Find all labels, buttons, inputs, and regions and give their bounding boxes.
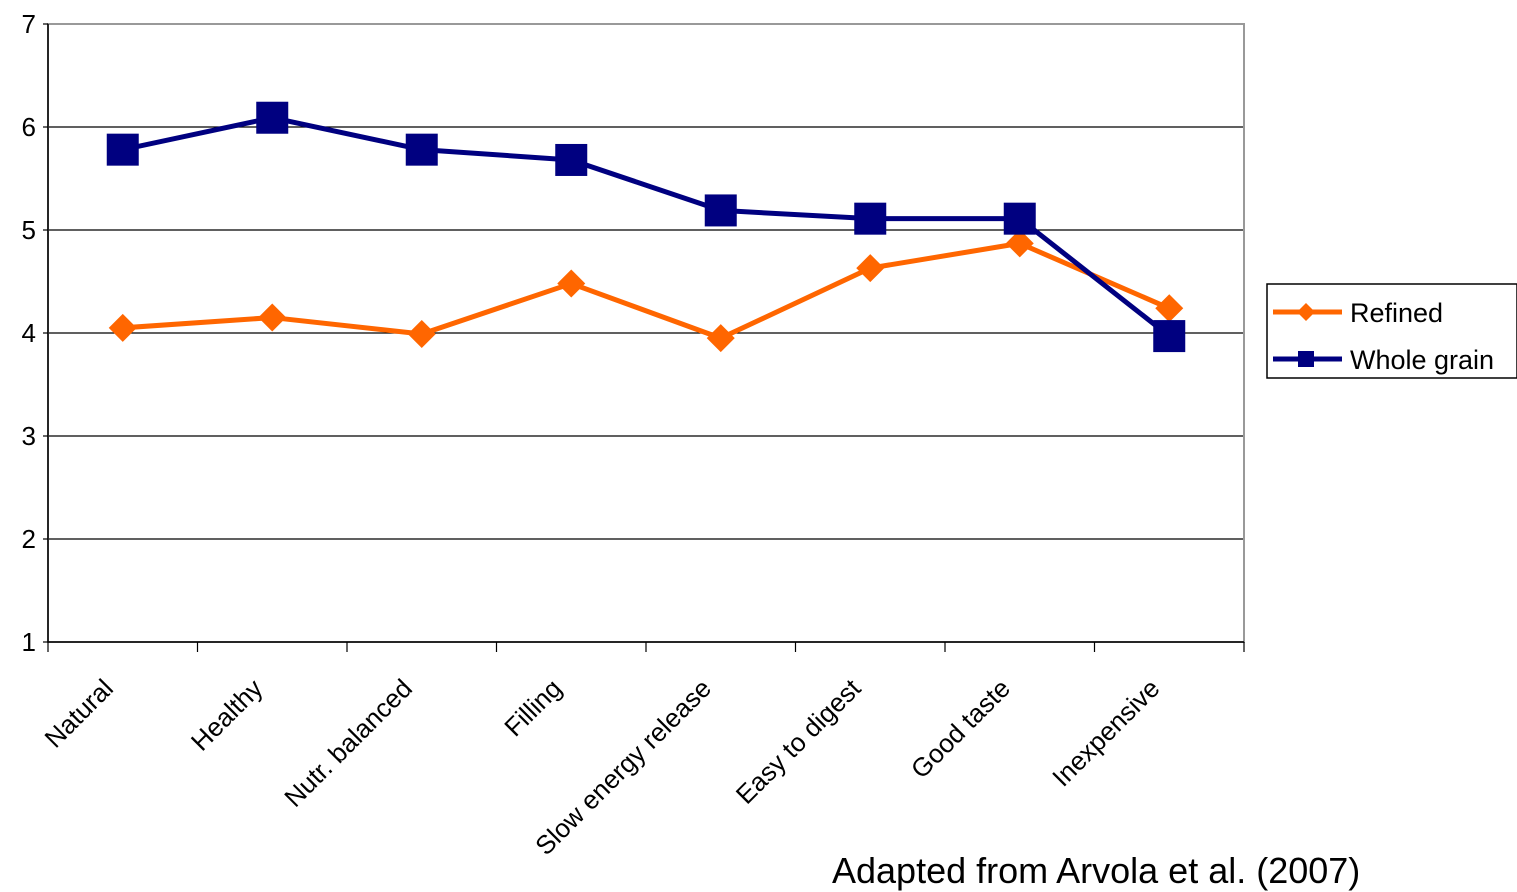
data-point [706, 324, 735, 353]
y-tick-label: 5 [22, 215, 36, 245]
source-note: Adapted from Arvola et al. (2007) [832, 850, 1361, 891]
y-tick-label: 4 [22, 318, 36, 348]
legend-marker [1297, 303, 1315, 321]
y-tick-label: 7 [22, 9, 36, 39]
data-point [106, 133, 139, 166]
data-point [854, 202, 887, 235]
x-tick-label: Filling [498, 673, 567, 742]
data-point [1005, 229, 1034, 258]
data-point [704, 194, 737, 227]
data-point [856, 254, 885, 283]
y-tick-label: 1 [22, 627, 36, 657]
legend-item-0: Refined [1273, 298, 1443, 328]
y-tick-label: 2 [22, 524, 36, 554]
data-point [256, 101, 289, 134]
gridlines [48, 126, 1244, 540]
x-axis-ticks: Natural Healthy Nutr. balanced FillingSlow … [39, 672, 1166, 860]
legend-items: Refined Whole grain [1273, 298, 1494, 375]
legend-label: Whole grain [1350, 345, 1494, 375]
x-tick-label: Good taste [905, 673, 1016, 784]
data-point [557, 269, 586, 298]
x-tick-label: Inexpensive [1046, 673, 1165, 792]
series-1 [106, 101, 1186, 353]
y-tick-label: 6 [22, 112, 36, 142]
series-line [122, 240, 1171, 341]
data-point [407, 320, 436, 349]
data-point [108, 313, 137, 342]
x-tick-label: Natural [39, 673, 119, 753]
axes [43, 23, 1245, 652]
data-point [1003, 202, 1036, 235]
y-axis-ticks: 1 2 3 4 5 6 7 [22, 9, 36, 657]
series-0 [108, 229, 1184, 353]
series-line [122, 115, 1171, 339]
x-tick-label: Healthy [185, 673, 269, 757]
x-tick-label: Nutr. balanced [278, 673, 418, 813]
legend-label: Refined [1350, 298, 1443, 328]
y-tick-label: 3 [22, 421, 36, 451]
series-layer [106, 101, 1186, 353]
data-point [405, 133, 438, 166]
legend-marker [1298, 351, 1314, 367]
legend: Refined Whole grain [1266, 283, 1517, 379]
data-point [258, 303, 287, 332]
data-point [555, 143, 588, 176]
x-tick-label: Easy to digest [730, 672, 867, 809]
data-point [1155, 294, 1184, 323]
legend-item-1: Whole grain [1273, 345, 1494, 375]
data-point [1153, 320, 1186, 353]
